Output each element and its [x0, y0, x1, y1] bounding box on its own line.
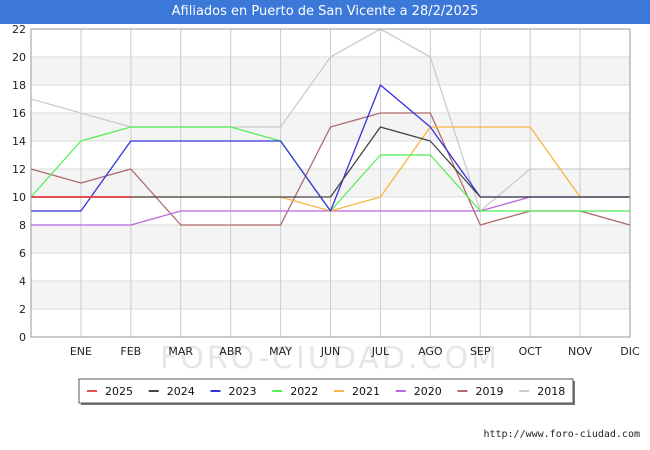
x-tick-label: SEP: [470, 345, 491, 358]
y-tick-label: 22: [12, 23, 26, 36]
legend-label-2020: 2020: [414, 385, 442, 398]
y-tick-label: 8: [19, 219, 26, 232]
plot-border: [30, 28, 631, 338]
y-tick-label: 18: [12, 79, 26, 92]
legend-label-2022: 2022: [290, 385, 318, 398]
legend-box: [78, 378, 574, 404]
x-tick-label: MAR: [168, 345, 193, 358]
legend-label-2018: 2018: [537, 385, 565, 398]
legend-label-2021: 2021: [352, 385, 380, 398]
y-tick-label: 2: [19, 303, 26, 316]
y-tick-label: 20: [12, 51, 26, 64]
x-tick-label: OCT: [519, 345, 542, 358]
y-tick-label: 16: [12, 107, 26, 120]
legend-label-2019: 2019: [476, 385, 504, 398]
y-tick-label: 10: [12, 191, 26, 204]
y-tick-label: 4: [19, 275, 26, 288]
x-tick-label: DIC: [620, 345, 640, 358]
y-tick-label: 6: [19, 247, 26, 260]
x-tick-label: AGO: [418, 345, 443, 358]
legend-label-2023: 2023: [229, 385, 257, 398]
x-tick-label: FEB: [120, 345, 141, 358]
x-tick-label: JUN: [320, 345, 341, 358]
x-tick-label: JUL: [371, 345, 390, 358]
y-tick-label: 14: [12, 135, 26, 148]
x-tick-label: ENE: [70, 345, 92, 358]
y-tick-label: 0: [19, 331, 26, 344]
x-tick-label: MAY: [269, 345, 292, 358]
x-tick-label: ABR: [219, 345, 242, 358]
legend-label-2025: 2025: [105, 385, 133, 398]
legend-label-2024: 2024: [167, 385, 195, 398]
x-tick-label: NOV: [568, 345, 593, 358]
source-url: http://www.foro-ciudad.com: [483, 429, 640, 440]
y-tick-label: 12: [12, 163, 26, 176]
chart-title: Afiliados en Puerto de San Vicente a 28/…: [0, 0, 650, 24]
watermark-text: FORO-CIUDAD.COM: [160, 341, 500, 376]
